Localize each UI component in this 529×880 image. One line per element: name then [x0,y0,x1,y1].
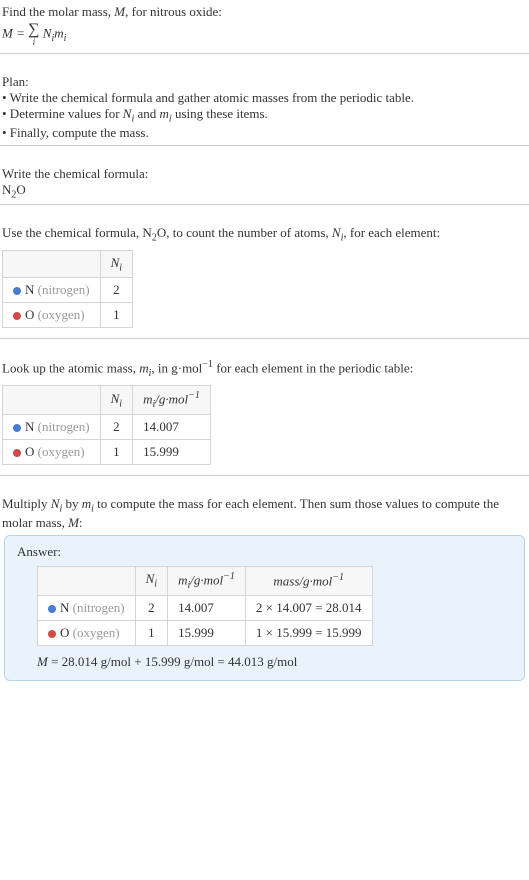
lookup-title: Look up the atomic mass, mi, in g·mol−1 … [2,359,527,379]
nitrogen-dot-icon [13,287,21,295]
answer-label: Answer: [17,544,512,560]
ni-value: 1 [135,620,167,645]
chem-formula: N2O [2,182,527,201]
table-row: O (oxygen) 1 [3,303,133,328]
oxygen-dot-icon [13,449,21,457]
header-post: , for nitrous oxide: [125,4,222,19]
count-title: Use the chemical formula, N2O, to count … [2,225,527,244]
answer-table: Ni mi/g·mol−1 mass/g·mol−1 N (nitrogen) … [37,566,373,646]
table-header-row: Ni [3,250,133,278]
nitrogen-dot-icon [13,424,21,432]
ni-value: 1 [100,303,132,328]
eq-left: M [2,25,13,40]
element-cell: O (oxygen) [3,303,101,328]
plan-bullet-2: • Determine values for Ni and mi using t… [2,106,527,125]
mi-value: 15.999 [168,620,246,645]
table-row: O (oxygen) 1 15.999 1 × 15.999 = 15.999 [38,620,373,645]
table-row: N (nitrogen) 2 [3,278,133,303]
mi-header: mi/g·mol−1 [133,386,211,415]
ni-value: 2 [100,415,132,440]
answer-box: Answer: Ni mi/g·mol−1 mass/g·mol−1 N (ni… [4,535,525,681]
multiply-section: Multiply Ni by mi to compute the mass fo… [0,492,529,691]
mass-value: 2 × 14.007 = 28.014 [245,595,372,620]
mass-header: mass/g·mol−1 [245,566,372,595]
multiply-title: Multiply Ni by mi to compute the mass fo… [2,496,527,531]
ni-value: 2 [100,278,132,303]
header-equation: M = ∑ i Nimi [2,20,527,49]
mi-value: 14.007 [168,595,246,620]
plan-bullet-3: • Finally, compute the mass. [2,125,527,141]
table-row: N (nitrogen) 2 14.007 2 × 14.007 = 28.01… [38,595,373,620]
mass-value: 1 × 15.999 = 15.999 [245,620,372,645]
eq-eq: = [13,25,28,40]
table-row: N (nitrogen) 2 14.007 [3,415,211,440]
nitrogen-dot-icon [48,605,56,613]
eq-r2: m [54,25,63,40]
table-row: O (oxygen) 1 15.999 [3,440,211,465]
chem-title: Write the chemical formula: [2,166,527,182]
ni-header: Ni [135,566,167,595]
header-section: Find the molar mass, M, for nitrous oxid… [0,0,529,54]
mi-header: mi/g·mol−1 [168,566,246,595]
oxygen-dot-icon [13,312,21,320]
plan-bullet-1: • Write the chemical formula and gather … [2,90,527,106]
mi-value: 14.007 [133,415,211,440]
mi-value: 15.999 [133,440,211,465]
element-cell: N (nitrogen) [38,595,136,620]
ni-header: Ni [100,386,132,415]
element-cell: O (oxygen) [3,440,101,465]
final-equation: M = 28.014 g/mol + 15.999 g/mol = 44.013… [37,654,512,670]
table-header-row: Ni mi/g·mol−1 [3,386,211,415]
count-section: Use the chemical formula, N2O, to count … [0,221,529,339]
empty-header [38,566,136,595]
plan-section: Plan: • Write the chemical formula and g… [0,70,529,146]
header-var: M [114,4,125,19]
count-table: Ni N (nitrogen) 2 O (oxygen) 1 [2,250,133,329]
empty-header [3,250,101,278]
sigma-sub: i [28,38,39,47]
lookup-section: Look up the atomic mass, mi, in g·mol−1 … [0,355,529,476]
ni-value: 1 [100,440,132,465]
element-cell: N (nitrogen) [3,415,101,440]
plan-title: Plan: [2,74,527,90]
empty-header [3,386,101,415]
header-line1: Find the molar mass, M, for nitrous oxid… [2,4,527,20]
ni-value: 2 [135,595,167,620]
oxygen-dot-icon [48,630,56,638]
sigma: ∑ [28,22,39,38]
element-cell: N (nitrogen) [3,278,101,303]
eq-r2s: i [64,33,67,44]
table-header-row: Ni mi/g·mol−1 mass/g·mol−1 [38,566,373,595]
lookup-table: Ni mi/g·mol−1 N (nitrogen) 2 14.007 O (o… [2,385,211,465]
chemical-formula-section: Write the chemical formula: N2O [0,162,529,206]
ni-header: Ni [100,250,132,278]
header-pre: Find the molar mass, [2,4,114,19]
element-cell: O (oxygen) [38,620,136,645]
